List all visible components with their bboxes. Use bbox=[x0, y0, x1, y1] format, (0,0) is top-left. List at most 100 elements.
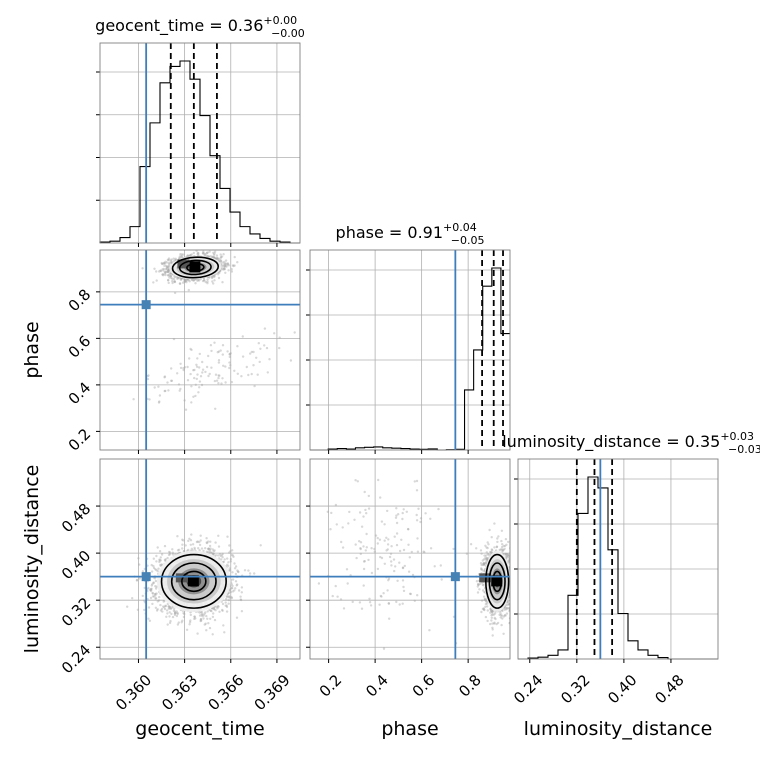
sample-point bbox=[158, 400, 160, 402]
sample-point bbox=[159, 394, 161, 396]
sample-point bbox=[152, 281, 154, 283]
sample-point bbox=[235, 565, 237, 567]
sample-point bbox=[251, 373, 253, 375]
sample-point bbox=[228, 552, 230, 554]
sample-point bbox=[247, 569, 249, 571]
sample-point bbox=[226, 557, 228, 559]
sample-point bbox=[242, 335, 244, 337]
sample-point bbox=[493, 546, 495, 548]
sample-point bbox=[197, 547, 199, 549]
sample-point bbox=[236, 261, 238, 263]
sample-point bbox=[241, 591, 243, 593]
sample-point bbox=[228, 599, 230, 601]
sample-point bbox=[188, 357, 190, 359]
sample-point bbox=[220, 349, 222, 351]
sample-point bbox=[167, 389, 169, 391]
sample-point bbox=[210, 350, 212, 352]
sample-point bbox=[172, 616, 174, 618]
sample-point bbox=[225, 601, 227, 603]
sample-point bbox=[230, 558, 232, 560]
sample-point bbox=[166, 381, 168, 383]
sample-point bbox=[159, 550, 161, 552]
sample-point bbox=[204, 547, 206, 549]
sample-point bbox=[235, 573, 237, 575]
sample-point bbox=[260, 544, 262, 546]
sample-point bbox=[193, 369, 195, 371]
sample-point bbox=[501, 543, 503, 545]
sample-point bbox=[212, 616, 214, 618]
sample-point bbox=[198, 386, 200, 388]
sample-point bbox=[222, 353, 224, 355]
sample-point bbox=[209, 373, 211, 375]
sample-point bbox=[224, 264, 226, 266]
sample-point bbox=[147, 374, 149, 376]
sample-point bbox=[196, 373, 198, 375]
sample-point bbox=[228, 595, 230, 597]
sample-point bbox=[202, 617, 204, 619]
sample-point bbox=[155, 592, 157, 594]
sample-point bbox=[202, 369, 204, 371]
sample-point bbox=[174, 292, 176, 294]
sample-point bbox=[495, 623, 497, 625]
sample-point bbox=[220, 382, 222, 384]
sample-point bbox=[480, 549, 482, 551]
sample-point bbox=[234, 587, 236, 589]
sample-point bbox=[212, 553, 214, 555]
sample-point bbox=[214, 251, 216, 253]
sample-point bbox=[155, 560, 157, 562]
sample-point bbox=[183, 616, 185, 618]
sample-point bbox=[184, 366, 186, 368]
sample-point bbox=[213, 608, 215, 610]
sample-point bbox=[212, 633, 214, 635]
sample-point bbox=[240, 375, 242, 377]
sample-point bbox=[501, 530, 503, 532]
sample-point bbox=[205, 615, 207, 617]
sample-point bbox=[231, 268, 233, 270]
sample-point bbox=[197, 540, 199, 542]
sample-point bbox=[221, 281, 223, 283]
sample-point bbox=[263, 344, 265, 346]
sample-point bbox=[209, 618, 211, 620]
sample-point bbox=[229, 364, 231, 366]
sample-point bbox=[225, 605, 227, 607]
sample-point bbox=[162, 274, 164, 276]
sample-point bbox=[190, 614, 192, 616]
sample-point bbox=[182, 253, 184, 255]
sample-point bbox=[231, 270, 233, 272]
sample-point bbox=[151, 583, 153, 585]
sample-point bbox=[159, 269, 161, 271]
sample-point bbox=[233, 562, 235, 564]
sample-point bbox=[199, 544, 201, 546]
sample-point bbox=[181, 620, 183, 622]
sample-point bbox=[192, 543, 194, 545]
sample-point bbox=[266, 347, 268, 349]
sample-point bbox=[183, 613, 185, 615]
sample-point bbox=[194, 282, 196, 284]
sample-point bbox=[139, 577, 141, 579]
sample-point bbox=[176, 535, 178, 537]
sample-point bbox=[229, 353, 231, 355]
sample-point bbox=[209, 541, 211, 543]
sample-point bbox=[228, 367, 230, 369]
sample-point bbox=[164, 263, 166, 265]
sample-point bbox=[230, 596, 232, 598]
sample-point bbox=[200, 618, 202, 620]
sample-point bbox=[227, 561, 229, 563]
sample-point bbox=[228, 361, 230, 363]
sample-point bbox=[148, 398, 150, 400]
sample-point bbox=[220, 257, 222, 259]
sample-point bbox=[164, 390, 166, 392]
sample-point bbox=[216, 254, 218, 256]
sample-point bbox=[231, 587, 233, 589]
sample-point bbox=[241, 610, 243, 612]
sample-point bbox=[180, 278, 182, 280]
sample-point bbox=[259, 348, 261, 350]
sample-point bbox=[170, 380, 172, 382]
sample-point bbox=[253, 572, 255, 574]
sample-point bbox=[188, 289, 190, 291]
sample-point bbox=[155, 270, 157, 272]
sample-point bbox=[252, 364, 254, 366]
panel-phase-vs-luminosity_distance bbox=[310, 459, 510, 659]
sample-point bbox=[155, 587, 157, 589]
